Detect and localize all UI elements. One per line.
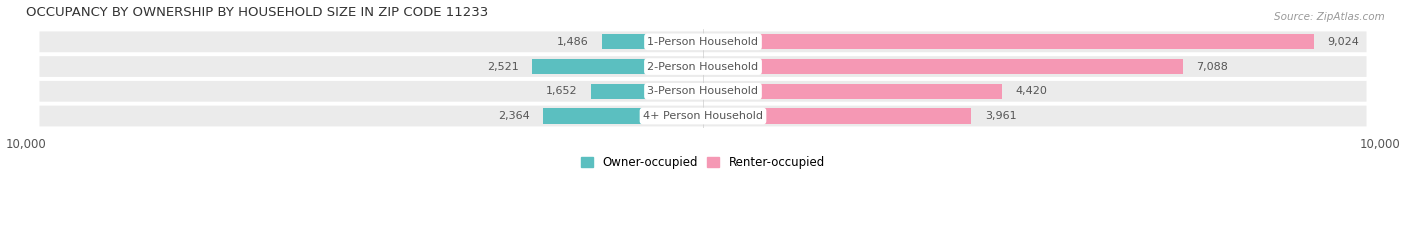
Text: 4+ Person Household: 4+ Person Household	[643, 111, 763, 121]
FancyBboxPatch shape	[39, 106, 1367, 127]
Bar	[703, 34, 1315, 49]
Text: 7,088: 7,088	[1197, 62, 1229, 72]
Bar	[703, 84, 1002, 99]
Text: 9,024: 9,024	[1327, 37, 1360, 47]
Text: 2,364: 2,364	[498, 111, 530, 121]
Bar	[703, 59, 1182, 74]
Text: 4,420: 4,420	[1015, 86, 1047, 96]
Text: 2-Person Household: 2-Person Household	[647, 62, 759, 72]
Bar	[703, 108, 972, 124]
Text: Source: ZipAtlas.com: Source: ZipAtlas.com	[1274, 12, 1385, 22]
FancyBboxPatch shape	[39, 56, 1367, 77]
Text: OCCUPANCY BY OWNERSHIP BY HOUSEHOLD SIZE IN ZIP CODE 11233: OCCUPANCY BY OWNERSHIP BY HOUSEHOLD SIZE…	[25, 6, 488, 19]
Text: 1,652: 1,652	[546, 86, 578, 96]
Bar	[591, 84, 703, 99]
Text: 3,961: 3,961	[984, 111, 1017, 121]
Text: 1,486: 1,486	[557, 37, 589, 47]
Text: 3-Person Household: 3-Person Household	[648, 86, 758, 96]
Bar	[543, 108, 703, 124]
Bar	[602, 34, 703, 49]
Text: 1-Person Household: 1-Person Household	[648, 37, 758, 47]
FancyBboxPatch shape	[39, 81, 1367, 102]
Bar	[533, 59, 703, 74]
FancyBboxPatch shape	[39, 31, 1367, 52]
Legend: Owner-occupied, Renter-occupied: Owner-occupied, Renter-occupied	[576, 151, 830, 174]
Text: 2,521: 2,521	[486, 62, 519, 72]
